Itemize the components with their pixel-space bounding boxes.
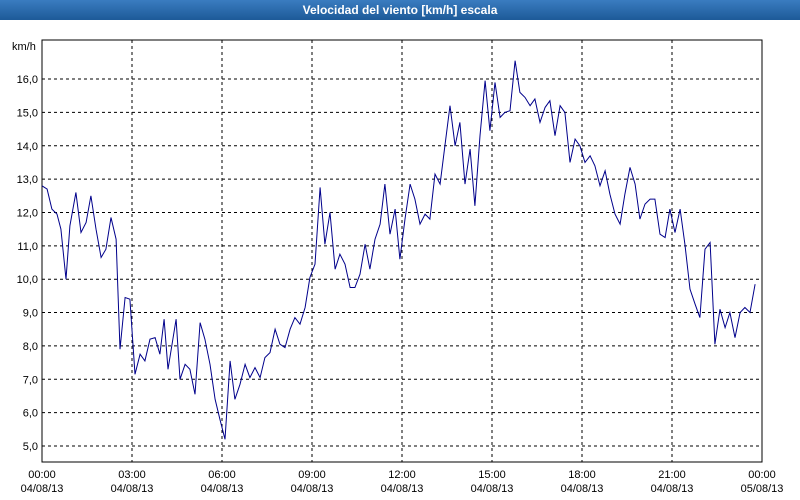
y-tick-label: 9,0: [23, 308, 38, 320]
chart-title: Velocidad del viento [km/h] escala: [303, 3, 498, 17]
y-tick-label: 5,0: [23, 441, 38, 453]
y-tick-label: 10,0: [17, 274, 38, 286]
y-tick-label: 11,0: [17, 241, 38, 253]
x-tick-label: 00:00 04/08/13: [21, 469, 64, 495]
x-tick-label: 06:00 04/08/13: [201, 469, 244, 495]
y-tick-label: 14,0: [17, 141, 38, 153]
x-tick-label: 03:00 04/08/13: [111, 469, 154, 495]
y-tick-label: 16,0: [17, 74, 38, 86]
y-tick-label: 12,0: [17, 207, 38, 219]
y-tick-label: 6,0: [23, 408, 38, 420]
y-tick-label: 8,0: [23, 341, 38, 353]
y-tick-label: 13,0: [17, 174, 38, 186]
title-bar: [0, 0, 800, 20]
x-tick-label: 09:00 04/08/13: [291, 469, 334, 495]
y-tick-label: 15,0: [17, 107, 38, 119]
x-tick-label: 15:00 04/08/13: [471, 469, 514, 495]
x-tick-label: 12:00 04/08/13: [381, 469, 424, 495]
y-tick-label: 7,0: [23, 374, 38, 386]
x-tick-label: 00:00 05/08/13: [741, 469, 784, 495]
x-tick-label: 21:00 04/08/13: [651, 469, 694, 495]
wind-speed-line: [41, 60, 756, 440]
x-tick-label: 18:00 04/08/13: [561, 469, 604, 495]
y-axis-label: km/h: [12, 41, 36, 53]
